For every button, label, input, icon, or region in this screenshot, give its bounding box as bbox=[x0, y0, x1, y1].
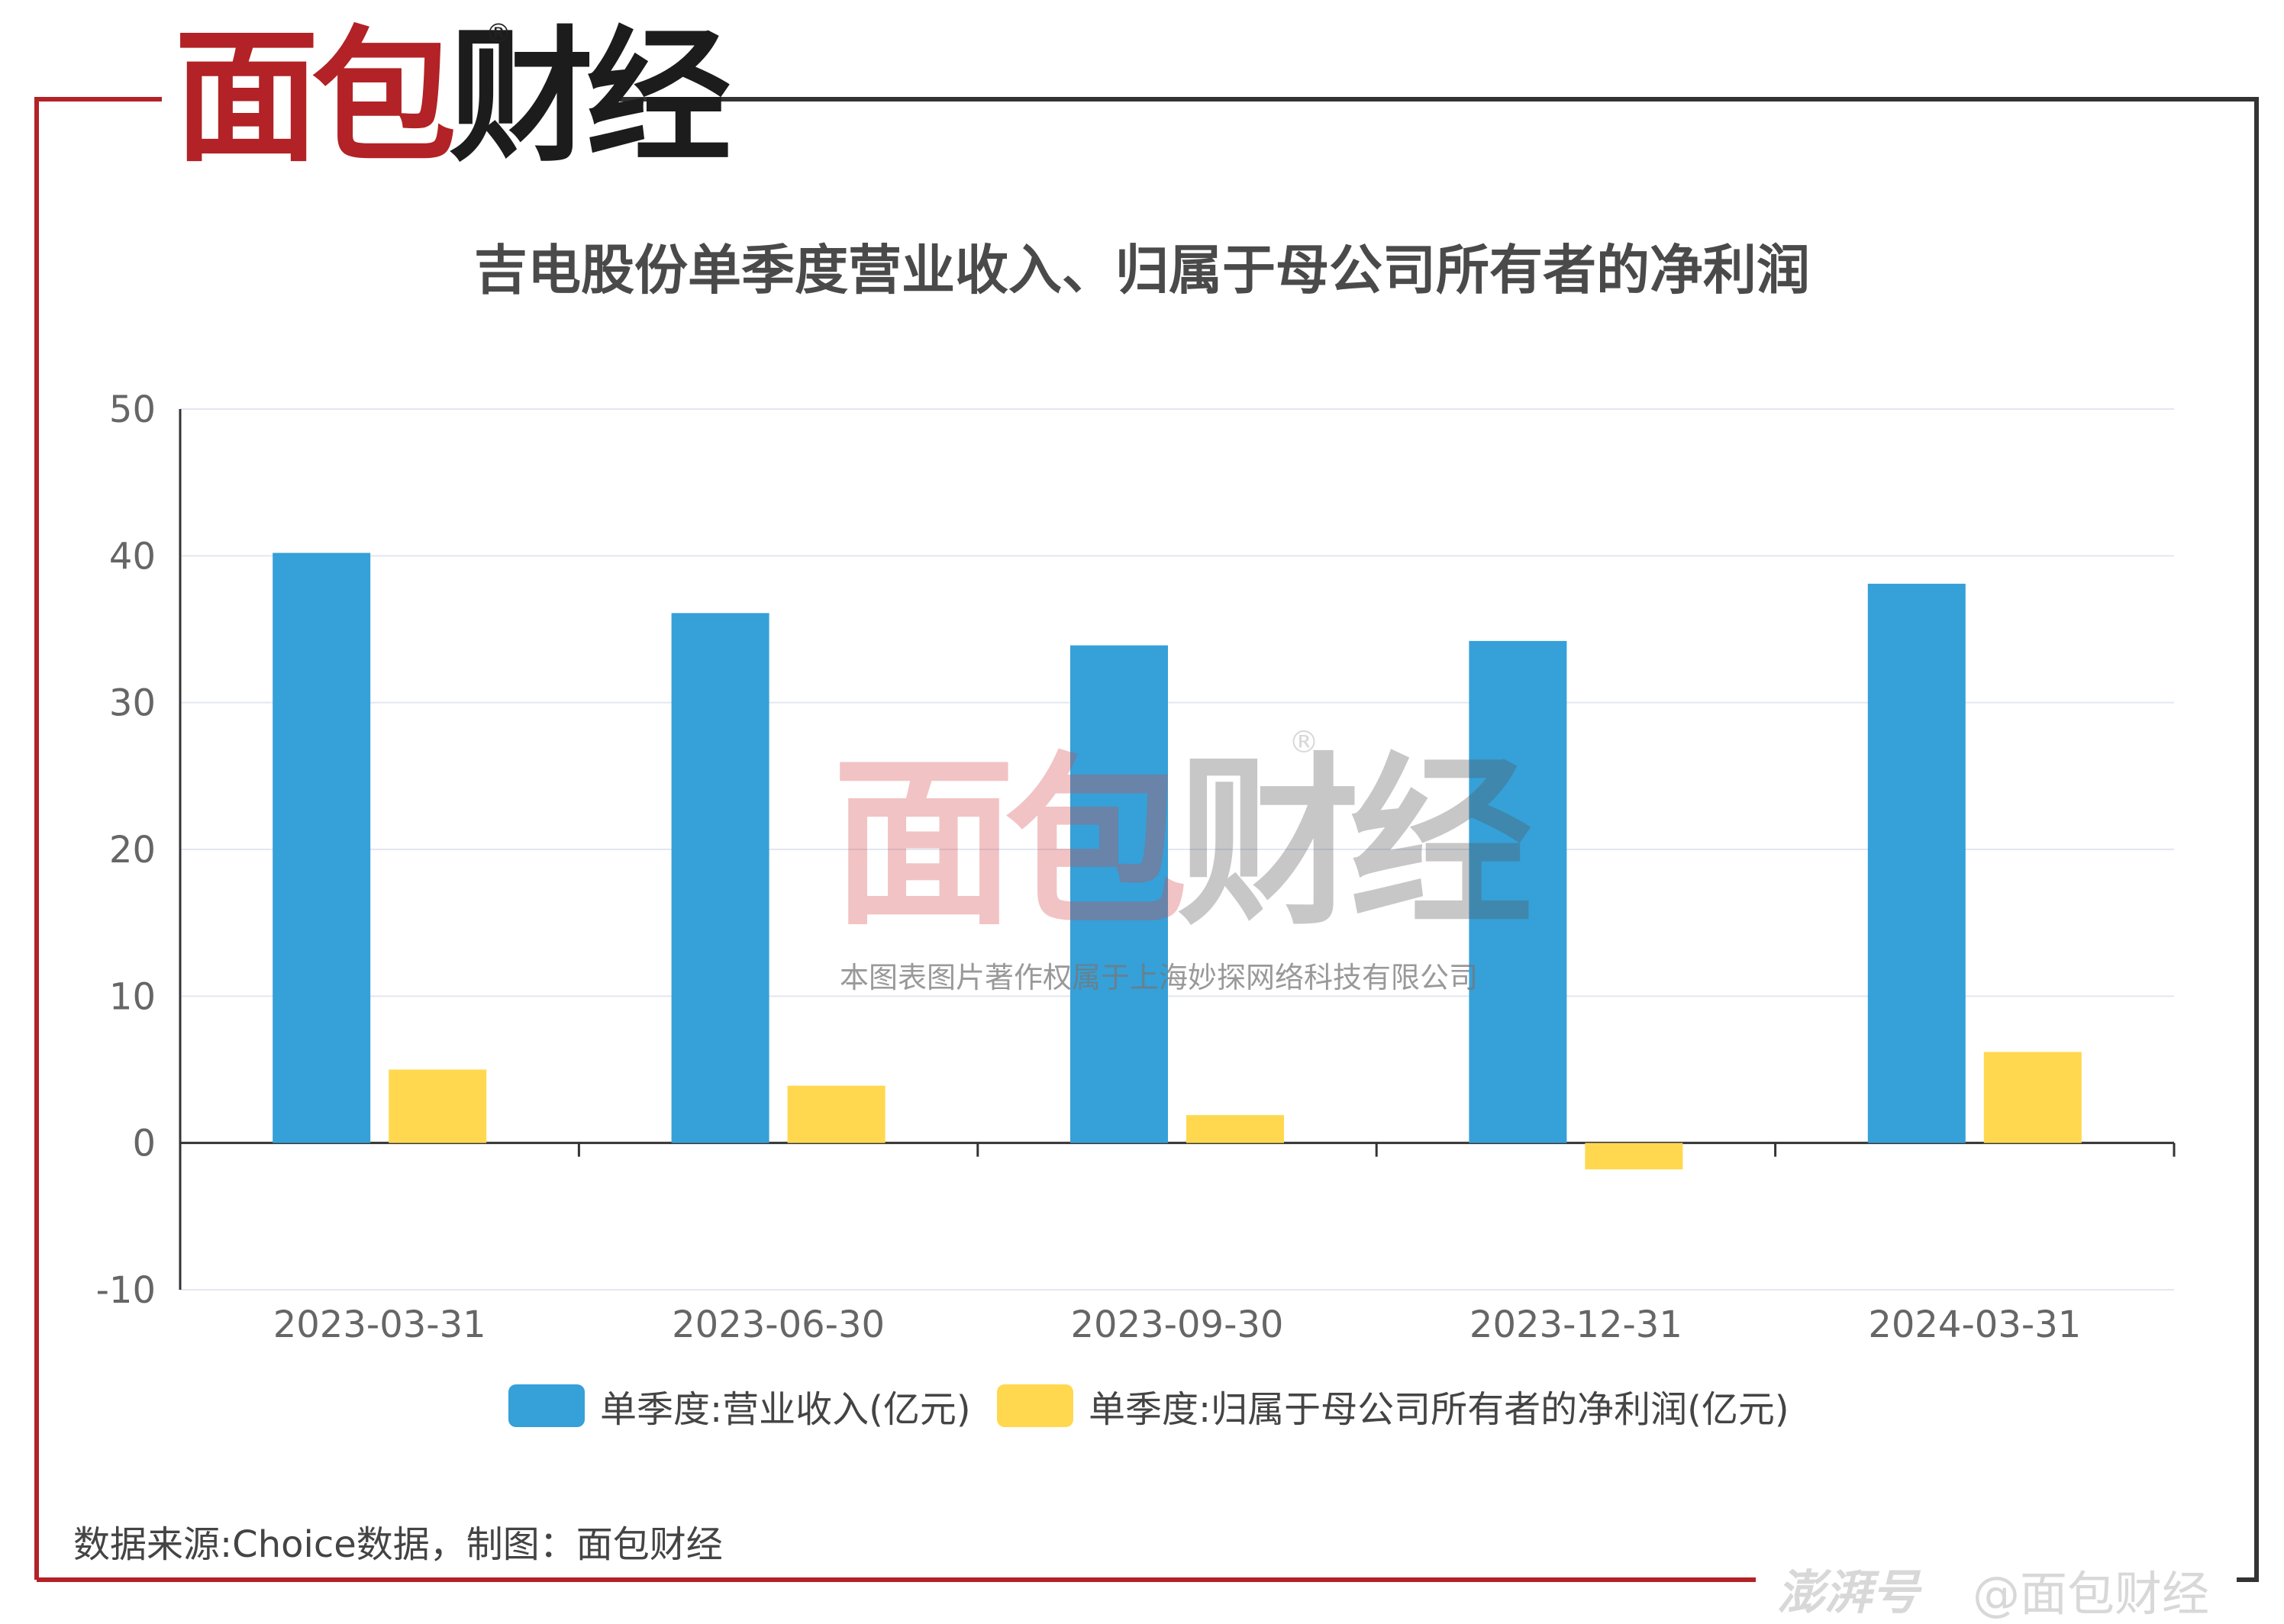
platform-logo: 澎湃号 bbox=[1777, 1564, 1920, 1620]
legend-label-revenue: 单季度:营业收入(亿元) bbox=[600, 1388, 971, 1431]
bar-net-profit bbox=[1983, 1052, 2082, 1143]
legend-swatch-revenue bbox=[508, 1384, 585, 1427]
x-tick-label: 2023-06-30 bbox=[672, 1303, 885, 1346]
bar-revenue bbox=[1070, 645, 1168, 1143]
legend-label-net-profit: 单季度:归属于母公司所有者的净利润(亿元) bbox=[1089, 1388, 1789, 1431]
y-tick-label: 50 bbox=[109, 388, 156, 431]
bar-chart: -10 0 10 20 30 40 50 2023-03-31 2023-06-30 2023-0… bbox=[96, 388, 2176, 1346]
logo-char-3: 财 bbox=[449, 13, 594, 182]
y-tick-label: 10 bbox=[109, 975, 156, 1018]
logo-char-4: 经 bbox=[586, 13, 731, 182]
bar-net-profit bbox=[787, 1085, 886, 1143]
watermark-logo: 面包财经 bbox=[832, 748, 1533, 939]
watermark-char-3: 财 bbox=[1177, 736, 1360, 950]
watermark: 面包财经 ® bbox=[832, 725, 1533, 939]
legend-swatch-net-profit bbox=[997, 1384, 1073, 1427]
y-tick-label: 20 bbox=[109, 829, 156, 872]
y-tick-label: 0 bbox=[132, 1123, 156, 1165]
legend-item-net-profit: 单季度:归属于母公司所有者的净利润(亿元) bbox=[997, 1383, 1789, 1431]
y-tick-label: 40 bbox=[109, 535, 156, 578]
y-tick-label: -10 bbox=[96, 1269, 156, 1312]
x-tick-label: 2024-03-31 bbox=[1868, 1303, 2081, 1346]
bar-net-profit bbox=[1186, 1115, 1284, 1143]
logo-char-1: 面 bbox=[174, 13, 319, 182]
x-tick-label: 2023-09-30 bbox=[1071, 1303, 1284, 1346]
bar-revenue bbox=[671, 613, 769, 1143]
y-tick-label: 30 bbox=[109, 682, 156, 725]
data-source-note: 数据来源:Choice数据，制图：面包财经 bbox=[73, 1523, 723, 1566]
bar-revenue bbox=[273, 553, 371, 1143]
logo-registered-mark: ® bbox=[486, 18, 511, 49]
watermark-registered-mark: ® bbox=[1289, 725, 1319, 760]
author-handle: @面包财经 bbox=[1973, 1566, 2210, 1622]
bar-net-profit bbox=[389, 1069, 487, 1143]
bar-revenue bbox=[1469, 640, 1567, 1143]
x-tick-label: 2023-12-31 bbox=[1469, 1303, 1682, 1346]
watermark-char-2: 包 bbox=[1005, 736, 1188, 950]
logo-char-2: 包 bbox=[311, 13, 456, 182]
bar-revenue bbox=[1867, 583, 1966, 1143]
legend-item-revenue: 单季度:营业收入(亿元) bbox=[508, 1383, 971, 1431]
chart-title: 吉电股份单季度营业收入、归属于母公司所有者的净利润 bbox=[474, 239, 1810, 301]
frame-red-left bbox=[34, 97, 162, 1580]
watermark-char-4: 经 bbox=[1350, 736, 1533, 950]
x-tick-label: 2023-03-31 bbox=[273, 1303, 486, 1346]
bar-net-profit bbox=[1585, 1142, 1683, 1170]
brand-logo: 面包财经 bbox=[174, 21, 731, 174]
frame-dark-top-right bbox=[611, 97, 2259, 1582]
watermark-char-1: 面 bbox=[832, 736, 1015, 950]
watermark-copyright-note: 本图表图片著作权属于上海妙探网络科技有限公司 bbox=[840, 961, 1479, 994]
